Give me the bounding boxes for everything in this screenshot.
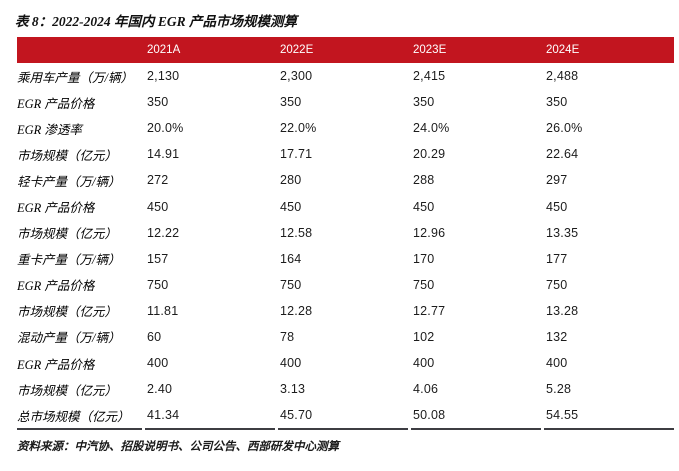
- cell-value: 350: [413, 95, 435, 110]
- cell-value: 170: [413, 251, 435, 266]
- cell-value: 24.0%: [413, 121, 450, 136]
- row-label: EGR 产品价格: [17, 201, 95, 216]
- cell-value: 12.28: [280, 303, 313, 318]
- row-label: EGR 产品价格: [17, 279, 95, 294]
- cell-value: 297: [546, 173, 568, 188]
- cell-value: 272: [147, 173, 169, 188]
- row-label: EGR 产品价格: [17, 96, 95, 111]
- cell-value: 280: [280, 173, 302, 188]
- row-label: 乘用车产量（万/辆）: [17, 70, 133, 85]
- cell-value: 102: [413, 329, 435, 344]
- column-header: 2023E: [411, 37, 544, 63]
- table-title: 表 8：2022-2024 年国内 EGR 产品市场规模测算: [15, 14, 298, 29]
- cell-value: 400: [413, 356, 435, 371]
- cell-value: 20.0%: [147, 121, 184, 136]
- row-label: EGR 渗透率: [17, 122, 82, 137]
- cell-value: 14.91: [147, 147, 180, 162]
- cell-value: 2,130: [147, 69, 180, 84]
- cell-value: 450: [147, 199, 169, 214]
- cell-value: 22.64: [546, 147, 579, 162]
- cell-value: 2,488: [546, 69, 579, 84]
- cell-value: 288: [413, 173, 435, 188]
- table-bottom-rule-segment: [17, 428, 142, 431]
- cell-value: 350: [546, 95, 568, 110]
- table-bottom-rule-segment: [544, 428, 674, 431]
- cell-value: 750: [413, 277, 435, 292]
- cell-value: 400: [147, 356, 169, 371]
- cell-value: 4.06: [413, 382, 439, 397]
- cell-value: 12.58: [280, 225, 313, 240]
- cell-value: 26.0%: [546, 121, 583, 136]
- cell-value: 54.55: [546, 408, 579, 423]
- egr-market-table: 2021A 2022E 2023E 2024E 乘用车产量（万/辆） 2,130 2,300…: [17, 37, 674, 431]
- column-header: 2024E: [544, 37, 674, 63]
- row-label: 市场规模（亿元）: [17, 383, 118, 398]
- cell-value: 17.71: [280, 147, 313, 162]
- row-label: 市场规模（亿元）: [17, 227, 118, 242]
- source-note: 资料来源：中汽协、招股说明书、公司公告、西部研发中心测算: [17, 441, 339, 453]
- cell-value: 2.40: [147, 382, 173, 397]
- row-label: 市场规模（亿元）: [17, 305, 118, 320]
- row-label: 重卡产量（万/辆）: [17, 253, 121, 268]
- cell-value: 750: [147, 277, 169, 292]
- cell-value: 2,415: [413, 69, 446, 84]
- row-label: EGR 产品价格: [17, 357, 95, 372]
- cell-value: 5.28: [546, 382, 572, 397]
- cell-value: 12.96: [413, 225, 446, 240]
- row-label: 混动产量（万/辆）: [17, 331, 121, 346]
- cell-value: 78: [280, 329, 295, 344]
- cell-value: 41.34: [147, 408, 180, 423]
- table-bottom-rule-segment: [145, 428, 275, 431]
- header-spacer-cell: [17, 37, 145, 63]
- cell-value: 350: [280, 95, 302, 110]
- cell-value: 12.22: [147, 225, 180, 240]
- cell-value: 164: [280, 251, 302, 266]
- cell-value: 60: [147, 329, 162, 344]
- column-header: 2021A: [145, 37, 278, 63]
- cell-value: 3.13: [280, 382, 306, 397]
- table-bottom-rule-segment: [278, 428, 408, 431]
- cell-value: 750: [546, 277, 568, 292]
- cell-value: 45.70: [280, 408, 313, 423]
- cell-value: 12.77: [413, 303, 446, 318]
- row-label: 总市场规模（亿元）: [17, 409, 130, 424]
- row-label: 市场规模（亿元）: [17, 148, 118, 163]
- cell-value: 350: [147, 95, 169, 110]
- cell-value: 13.28: [546, 303, 579, 318]
- cell-value: 132: [546, 329, 568, 344]
- cell-value: 22.0%: [280, 121, 317, 136]
- cell-value: 11.81: [147, 303, 179, 318]
- cell-value: 750: [280, 277, 302, 292]
- cell-value: 450: [413, 199, 435, 214]
- row-label: 轻卡产量（万/辆）: [17, 174, 121, 189]
- cell-value: 13.35: [546, 225, 579, 240]
- cell-value: 50.08: [413, 408, 446, 423]
- cell-value: 20.29: [413, 147, 446, 162]
- cell-value: 450: [280, 199, 302, 214]
- cell-value: 2,300: [280, 69, 313, 84]
- table-bottom-rule-segment: [411, 428, 541, 431]
- cell-value: 450: [546, 199, 568, 214]
- cell-value: 157: [147, 251, 169, 266]
- cell-value: 400: [280, 356, 302, 371]
- cell-value: 177: [546, 251, 568, 266]
- column-header: 2022E: [278, 37, 411, 63]
- cell-value: 400: [546, 356, 568, 371]
